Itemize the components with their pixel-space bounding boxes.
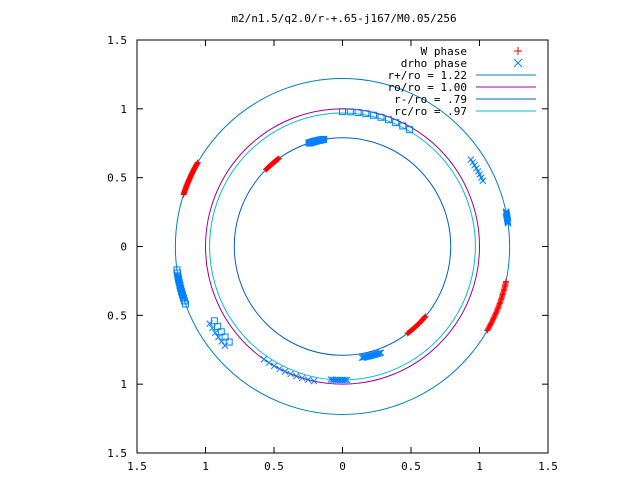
drho-phase-point [310, 377, 318, 385]
drho-phase-point [377, 349, 385, 356]
phase-markers [173, 108, 512, 385]
drho-phase-point [221, 342, 229, 349]
legend-label: drho phase [401, 57, 467, 70]
y-tick-label: 1.5 [107, 34, 127, 47]
drho-phase-point [375, 349, 383, 357]
drho-phase-point [476, 171, 484, 178]
legend-swatch [513, 58, 523, 68]
reference-circles [174, 78, 511, 415]
w-phase-point [494, 305, 501, 312]
w-phase-point [484, 326, 491, 333]
reference-circle [205, 108, 480, 385]
y-tick-label: 0.5 [107, 309, 127, 322]
drho-phase-point [467, 156, 475, 163]
y-tick-label: 0.5 [107, 172, 127, 185]
x-tick-label: 1 [476, 460, 483, 473]
y-tick-label: 0 [120, 241, 127, 254]
drho-phase-square-point [346, 108, 354, 116]
x-tick-label: 1.5 [538, 460, 558, 473]
drho-phase-square-point [354, 108, 362, 116]
y-tick-label: 1 [120, 378, 127, 391]
legend-label: ro/ro = 1.00 [388, 81, 467, 94]
drho-phase-square-point [377, 113, 385, 121]
drho-phase-square-point [214, 322, 222, 330]
drho-phase-point [287, 370, 295, 378]
legend-label: r-/ro = .79 [394, 93, 467, 106]
plot-frame [136, 39, 549, 454]
legend-label: W phase [421, 45, 467, 58]
x-tick-label: 0.5 [401, 460, 421, 473]
drho-phase-point [341, 376, 349, 384]
reference-circle [174, 78, 511, 415]
w-phase-point [484, 327, 491, 334]
reference-circle [233, 137, 452, 356]
drho-phase-square-point [217, 328, 225, 336]
w-phase-point [275, 155, 282, 162]
drho-phase-point [471, 162, 478, 169]
w-phase-point [194, 159, 201, 166]
drho-phase-square-point [305, 139, 313, 147]
drho-phase-square-point [392, 119, 400, 127]
x-tick-label: 0.5 [264, 460, 284, 473]
drho-phase-square-point [181, 300, 189, 308]
y-tick-label: 1 [120, 103, 127, 116]
chart-title: m2/n1.5/q2.0/r-+.65-j167/M0.05/256 [231, 12, 456, 25]
w-phase-point [404, 330, 411, 337]
legend-label: rc/ro = .97 [394, 105, 467, 118]
drho-phase-point [304, 376, 312, 384]
drho-phase-point [276, 365, 283, 373]
drho-phase-point [211, 329, 219, 337]
drho-phase-point [298, 374, 306, 382]
drho-phase-point [270, 362, 278, 370]
drho-phase-square-point [369, 111, 377, 119]
x-tick-label: 1 [202, 460, 209, 473]
drho-phase-point [218, 338, 225, 345]
drho-phase-point [260, 355, 268, 363]
legend-swatch [514, 47, 522, 55]
drho-phase-point [473, 165, 480, 172]
drho-phase-point [293, 372, 300, 380]
drho-phase-square-point [384, 116, 392, 124]
drho-phase-square-point [339, 108, 346, 116]
x-tick-label: 1.5 [127, 460, 147, 473]
x-tick-label: 0 [339, 460, 346, 473]
drho-phase-point [281, 368, 289, 375]
drho-phase-square-point [225, 338, 233, 346]
legend-label: r+/ro = 1.22 [388, 69, 467, 82]
drho-phase-square-point [399, 122, 407, 130]
w-phase-point [405, 329, 412, 336]
drho-phase-square-point [221, 333, 229, 341]
drho-phase-point [474, 168, 482, 175]
reference-circle [209, 112, 476, 381]
drho-phase-square-point [362, 110, 370, 118]
axis-ticks: 1.5 1 0.5 0 0.5 1 1.51.510.500.511.5 [107, 34, 558, 473]
y-tick-label: 1.5 [107, 447, 127, 460]
drho-phase-point [504, 219, 512, 227]
drho-phase-point [265, 359, 273, 367]
drho-phase-point [469, 159, 477, 166]
drho-phase-point [343, 376, 351, 384]
drho-phase-square-point [406, 126, 414, 134]
